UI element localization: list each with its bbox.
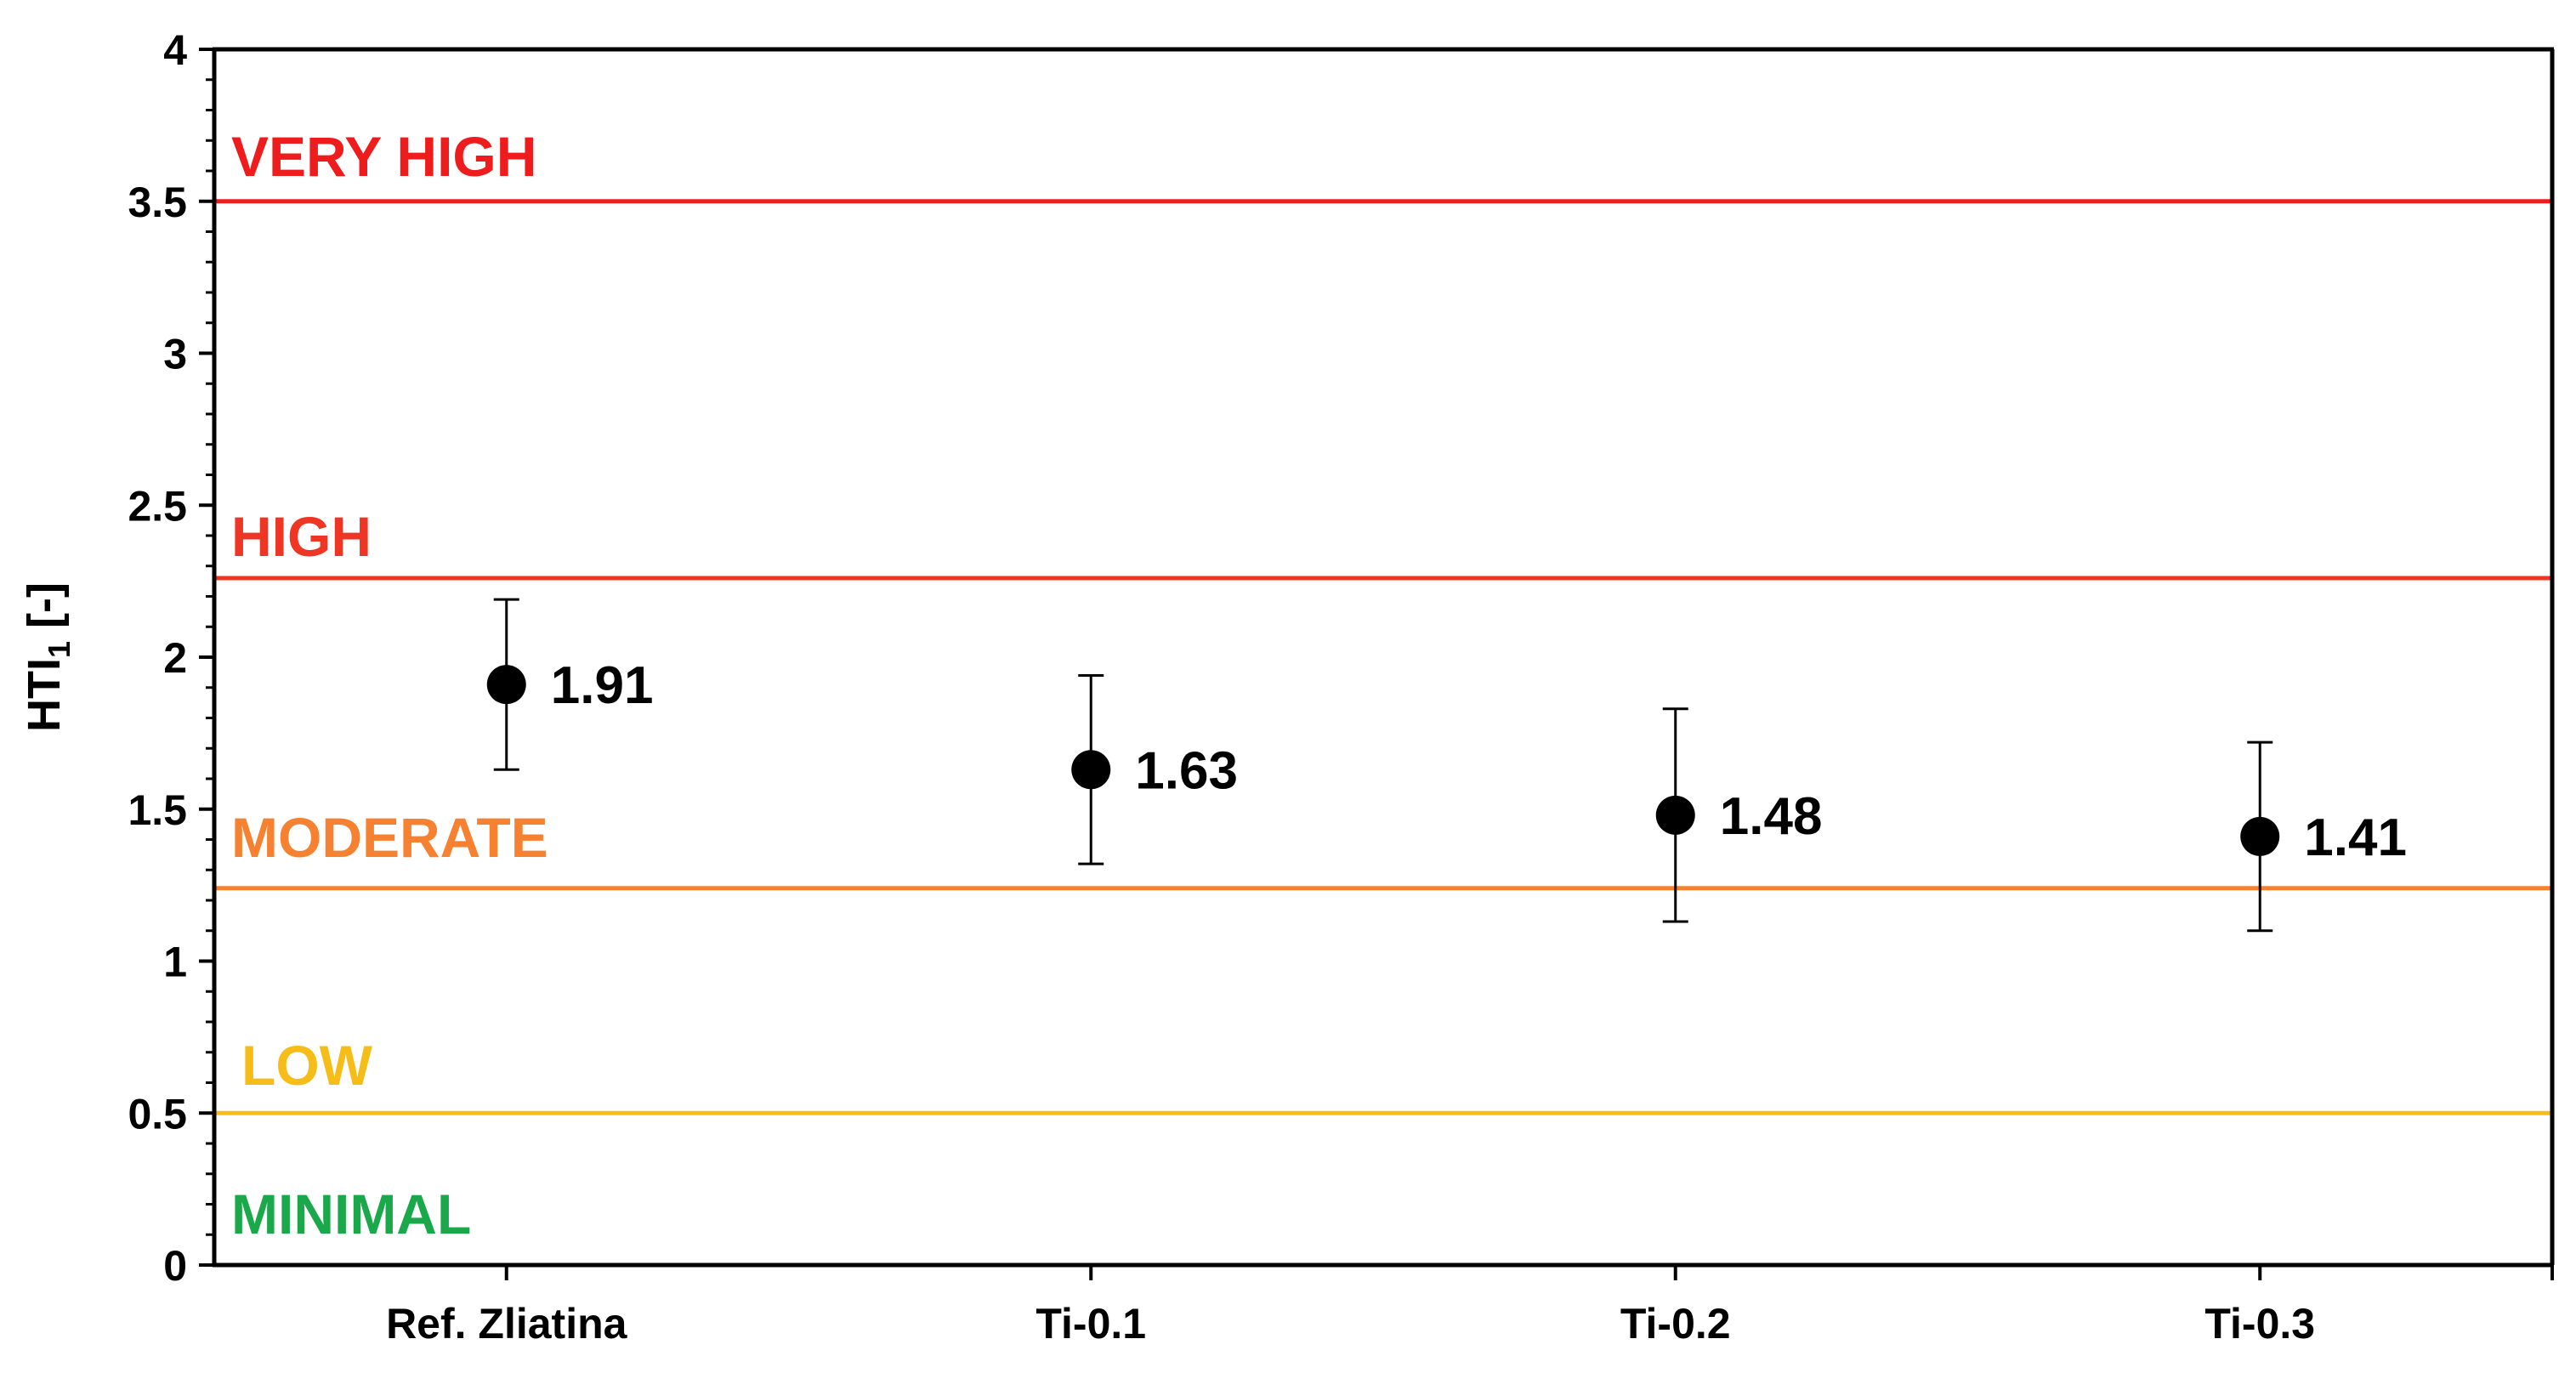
y-tick-label: 0.5 <box>128 1090 187 1138</box>
y-tick-label: 3 <box>163 331 187 378</box>
y-axis-label-main: HTI <box>19 658 70 732</box>
data-series: 1.91 1.63 1.48 1.41 <box>486 598 2407 933</box>
zone-label-minimal: MINIMAL <box>231 1183 471 1245</box>
y-axis: 0 0.5 1 1.5 2 2.5 3 3.5 4 <box>128 26 214 1290</box>
zone-label-very-high: VERY HIGH <box>231 125 536 188</box>
y-tick-label: 1 <box>163 939 187 986</box>
y-tick-label: 2.5 <box>128 482 187 530</box>
threshold-lines <box>214 199 2552 1115</box>
x-axis: Ref. Zliatina Ti-0.1 Ti-0.2 Ti-0.3 <box>386 1265 2554 1347</box>
y-axis-label: HTI1 [-] <box>19 582 77 732</box>
x-category-label: Ti-0.2 <box>1620 1300 1731 1347</box>
zone-label-low: LOW <box>241 1034 373 1097</box>
data-label: 1.91 <box>551 656 654 715</box>
data-point <box>486 665 526 705</box>
data-label: 1.41 <box>2304 808 2407 867</box>
y-tick-label: 3.5 <box>128 179 187 226</box>
y-tick-label: 1.5 <box>128 786 187 834</box>
data-point <box>2240 816 2280 856</box>
y-axis-title: HTI1 [-] <box>19 582 77 732</box>
data-label: 1.48 <box>1720 787 1823 846</box>
y-tick-label: 0 <box>163 1242 187 1290</box>
x-category-label: Ti-0.3 <box>2204 1300 2315 1347</box>
data-point <box>1655 795 1695 835</box>
y-tick-label: 2 <box>163 634 187 682</box>
x-category-label: Ti-0.1 <box>1036 1300 1146 1347</box>
data-point <box>1071 750 1111 790</box>
zone-label-high: HIGH <box>231 505 372 568</box>
zone-labels: VERY HIGH HIGH MODERATE LOW MINIMAL <box>231 125 548 1245</box>
y-axis-label-subscript: 1 <box>42 641 77 658</box>
data-label: 1.63 <box>1135 741 1238 800</box>
y-axis-label-suffix: [-] <box>19 582 70 641</box>
y-tick-label: 4 <box>163 26 187 74</box>
x-category-label: Ref. Zliatina <box>386 1300 628 1347</box>
zone-label-moderate: MODERATE <box>231 806 548 869</box>
